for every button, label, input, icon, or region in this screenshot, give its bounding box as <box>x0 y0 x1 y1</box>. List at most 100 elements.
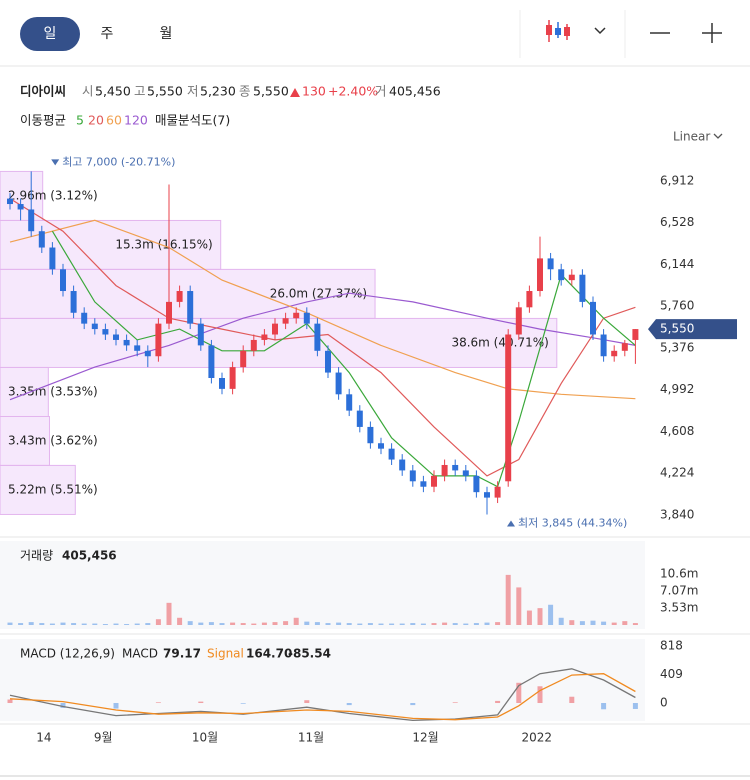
volume-bar <box>71 623 77 625</box>
volume-bar <box>611 622 617 625</box>
profile-label: 38.6m (40.71%) <box>451 335 548 349</box>
volume-bar <box>442 622 448 625</box>
y-tick-label: 3,840 <box>660 507 694 521</box>
candle-body <box>81 312 88 324</box>
candle-body <box>378 443 384 449</box>
candle-body <box>91 323 98 330</box>
volume-bar <box>367 623 373 625</box>
candle-body <box>134 345 141 351</box>
candle-body <box>197 323 204 346</box>
profile-bar <box>0 219 222 270</box>
volume-bar <box>60 622 66 625</box>
candle-body <box>166 301 172 324</box>
macd-line <box>9 668 636 722</box>
volume-bar <box>431 623 437 625</box>
candle-body <box>250 339 257 351</box>
macd-hist <box>198 701 204 704</box>
label: 종 <box>239 84 251 99</box>
change: 130 <box>302 84 326 99</box>
y-tick-label: 4,992 <box>660 382 694 396</box>
y-tick-label: 0 <box>660 696 668 710</box>
candle-body <box>60 269 66 292</box>
candle-body <box>7 198 13 205</box>
volume-bar <box>537 608 543 625</box>
y-tick-label: 4,608 <box>660 424 694 438</box>
ma-legend: 20 <box>88 113 104 128</box>
x-tick-label: 12월 <box>412 731 438 745</box>
dropdown-chevron[interactable] <box>594 27 606 35</box>
tab[interactable]: 일 <box>44 26 57 42</box>
volume-title: 거래량 <box>20 549 53 563</box>
candle-body <box>314 323 321 351</box>
annotation: 최고 7,000 (-20.71%) <box>62 155 175 168</box>
candle-body <box>388 448 395 460</box>
y-tick-label: 10.6m <box>660 566 698 580</box>
macd-hist <box>516 682 522 704</box>
ma-legend: 60 <box>106 113 122 128</box>
candle-body <box>28 209 35 232</box>
zoom-in[interactable] <box>702 23 722 43</box>
volume-bar <box>389 623 395 625</box>
volume-bar <box>283 621 289 625</box>
volume-bar <box>516 587 522 625</box>
volume-bar <box>102 624 108 625</box>
volume-bar <box>177 617 183 625</box>
macd-line <box>9 673 636 721</box>
volume-bar <box>7 622 13 625</box>
scale-mode[interactable]: Linear <box>673 130 710 144</box>
profile-bar <box>0 464 76 515</box>
macd-title: MACD (12,26,9) <box>20 647 115 661</box>
volume-bar <box>579 621 585 625</box>
hist-value: -85.54 <box>288 647 331 661</box>
volume-bar <box>18 623 24 625</box>
y-tick-label: 5,376 <box>660 340 694 354</box>
ma-line <box>9 219 636 400</box>
candle-body <box>187 291 194 324</box>
ma-line <box>9 292 636 401</box>
profile-label: 5.22m (5.51%) <box>8 482 98 496</box>
volume-bar <box>357 623 363 625</box>
tab-selected-bg[interactable] <box>20 17 80 51</box>
candle-body <box>632 329 639 340</box>
volume-bar <box>113 623 119 625</box>
candle-body <box>346 394 353 411</box>
macd-hist <box>304 700 310 704</box>
candle-body <box>462 470 469 476</box>
candle-body <box>558 269 565 281</box>
y-tick-label: 6,912 <box>660 173 694 187</box>
volume-bar <box>569 620 575 625</box>
macd-hist <box>569 696 575 704</box>
candle-icon[interactable] <box>546 20 570 42</box>
volume-bar <box>155 619 161 625</box>
volume-bar <box>272 622 278 625</box>
candle-body <box>303 312 310 324</box>
x-tick-label: 11월 <box>298 731 324 745</box>
ma-legend: 120 <box>124 113 148 128</box>
candle-body <box>240 350 247 368</box>
tab[interactable]: 월 <box>160 26 173 42</box>
candle-body <box>515 307 522 335</box>
macd-hist <box>632 703 638 709</box>
macd-hist <box>452 702 458 704</box>
y-tick-label: 7.07m <box>660 583 698 597</box>
volume-bar <box>484 622 490 625</box>
tab[interactable]: 주 <box>101 26 114 42</box>
candle-body <box>261 334 268 340</box>
candle-body <box>356 410 363 427</box>
volume-bar <box>28 622 34 625</box>
volume-bar <box>590 620 596 625</box>
label: 저 <box>187 84 199 99</box>
candle-body <box>282 318 289 324</box>
candle-body <box>526 291 533 308</box>
volume-bar <box>293 617 299 625</box>
volume-bar <box>145 623 151 625</box>
candle-body <box>579 274 586 302</box>
volume-bar <box>314 622 320 625</box>
scale-chevron[interactable] <box>713 133 723 139</box>
volume-bar <box>81 623 87 625</box>
macd-hist <box>60 703 66 708</box>
volume-bar <box>473 623 479 625</box>
candle-body <box>547 258 554 270</box>
candle-body <box>621 343 628 351</box>
up-triangle <box>290 88 300 97</box>
